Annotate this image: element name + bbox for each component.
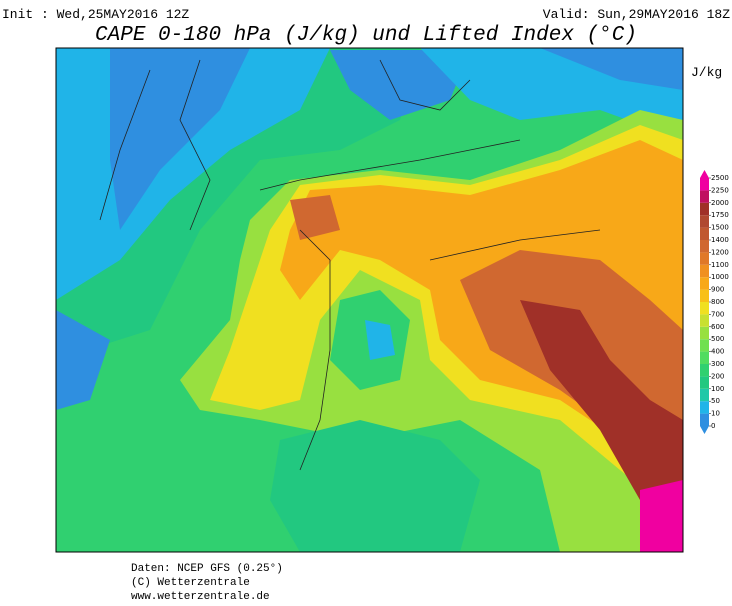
colorbar-label: 1000 [711,273,729,281]
colorbar-label: 1500 [711,224,729,232]
colorbar-segment [700,227,709,240]
colorbar-label: 1750 [711,211,729,219]
colorbar-segment [700,314,709,327]
data-source: Daten: NCEP GFS (0.25°) [131,563,283,575]
colorbar-segment [700,202,709,216]
colorbar-segment [700,401,709,414]
colorbar-segment [700,339,709,352]
colorbar-segment [700,252,709,265]
colorbar-segment [700,240,709,253]
colorbar-label: 900 [711,286,724,294]
colorbar-segment [700,289,709,302]
colorbar-low-arrow [700,426,709,434]
colorbar-segment [700,388,709,402]
colorbar-label: 100 [711,385,724,393]
legend-unit: J/kg [691,65,722,80]
map-frame [55,47,684,553]
coastlines [99,59,601,471]
colorbar-label: 700 [711,310,724,318]
cape-field [56,48,683,552]
valid-time: Valid: Sun,29MAY2016 18Z [543,7,730,22]
colorbar-label: 200 [711,372,724,380]
colorbar-label: 1400 [711,236,729,244]
colorbar-segment [700,215,709,228]
colorbar-label: 1200 [711,248,729,256]
colorbar-high-arrow [700,170,709,178]
colorbar-segment [700,178,709,191]
colorbar-label: 0 [711,422,715,430]
colorbar-segment [700,364,709,377]
colorbar-label: 2250 [711,186,729,194]
colorbar-segment [700,351,709,364]
colorbar-label: 50 [711,397,720,405]
copyright: (C) Wetterzentrale [131,577,250,589]
colorbar-label: 300 [711,360,724,368]
colorbar-label: 500 [711,335,724,343]
colorbar-label: 10 [711,410,720,418]
colorbar: 0 10 50 100 200 300 400 500 600 700 800 900 1000 1100… [700,170,729,434]
colorbar-label: 2500 [711,174,729,182]
colorbar-label: 600 [711,323,724,331]
colorbar-label: 400 [711,348,724,356]
colorbar-label: 800 [711,298,724,306]
colorbar-label: 2000 [711,199,729,207]
init-time: Init : Wed,25MAY2016 12Z [2,7,189,22]
colorbar-label: 1100 [711,261,729,269]
map-title: CAPE 0-180 hPa (J/kg) und Lifted Index (… [95,24,637,47]
colorbar-segment [700,413,709,426]
colorbar-segment [700,326,709,340]
colorbar-segment [700,264,709,278]
colorbar-segment [700,376,709,389]
colorbar-segment [700,302,709,315]
colorbar-segment [700,277,709,290]
website: www.wetterzentrale.de [131,591,270,603]
colorbar-segment [700,190,709,203]
